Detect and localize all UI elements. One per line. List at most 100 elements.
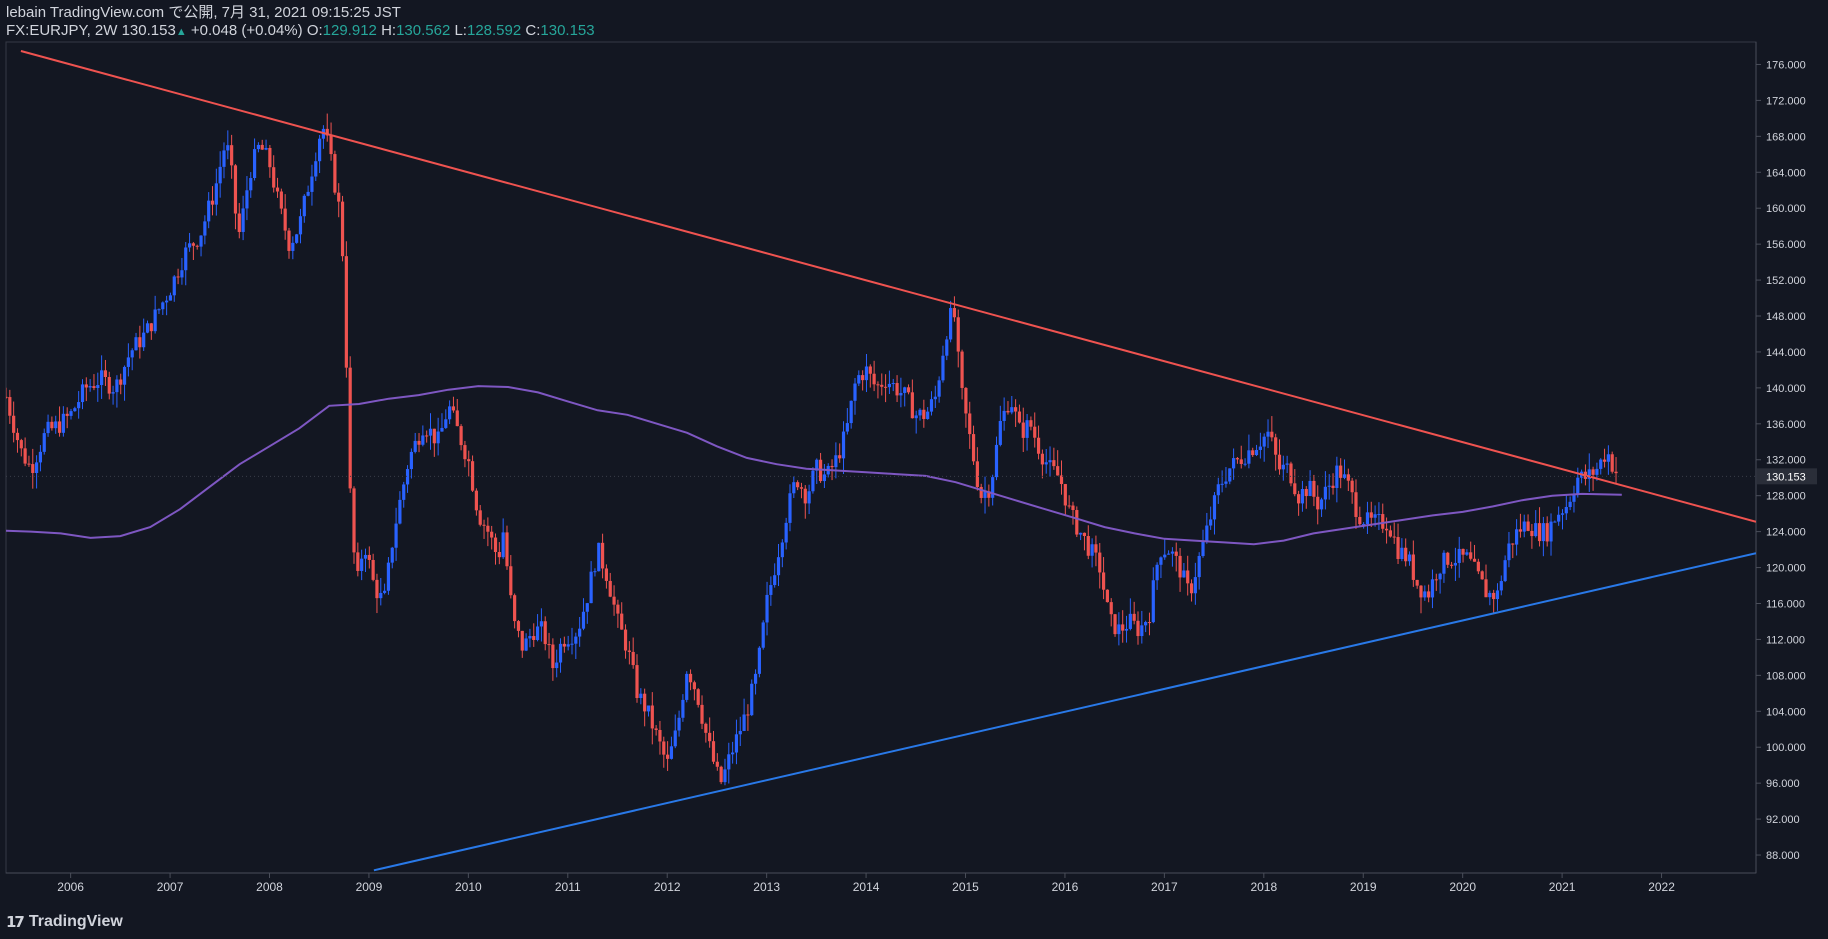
support-trendline[interactable] bbox=[373, 552, 1756, 872]
candle bbox=[191, 242, 195, 261]
candle-body bbox=[1182, 570, 1186, 578]
candle bbox=[1530, 523, 1534, 549]
symbol-interval[interactable]: FX:EURJPY, 2W bbox=[6, 22, 118, 39]
candle bbox=[1090, 538, 1094, 568]
y-tick-label: 92.000 bbox=[1766, 814, 1800, 826]
candle-body bbox=[1514, 529, 1519, 545]
y-tick-label: 112.000 bbox=[1766, 634, 1805, 646]
candle-body bbox=[1266, 431, 1270, 437]
candle-body bbox=[643, 693, 647, 712]
candle bbox=[1189, 579, 1194, 602]
candle bbox=[547, 632, 551, 659]
candle-body bbox=[555, 662, 559, 669]
candle bbox=[593, 568, 597, 577]
candle bbox=[1534, 510, 1538, 538]
candle bbox=[1350, 477, 1354, 504]
candle-body bbox=[1381, 514, 1385, 529]
candle-body bbox=[8, 397, 12, 416]
candle bbox=[738, 716, 742, 747]
candle-body bbox=[448, 406, 452, 420]
candle bbox=[272, 155, 276, 193]
candle-body bbox=[161, 302, 165, 310]
candle bbox=[1587, 453, 1591, 492]
candle-body bbox=[268, 147, 272, 168]
candle-body bbox=[1105, 589, 1109, 603]
candle bbox=[516, 620, 521, 638]
candle-body bbox=[1457, 548, 1461, 563]
candle bbox=[906, 384, 911, 395]
candle bbox=[46, 414, 50, 437]
candle-body bbox=[685, 673, 689, 700]
candle bbox=[1507, 531, 1511, 568]
candle bbox=[524, 633, 528, 652]
candle-body bbox=[46, 421, 50, 434]
candle bbox=[1262, 433, 1266, 462]
candle bbox=[1136, 611, 1140, 645]
candle bbox=[172, 275, 176, 302]
candle-body bbox=[646, 705, 651, 712]
candle bbox=[1572, 485, 1576, 513]
candle bbox=[1228, 468, 1232, 485]
candle-body bbox=[256, 144, 261, 150]
candle bbox=[1056, 450, 1060, 476]
candle bbox=[1101, 557, 1106, 600]
candle-body bbox=[218, 166, 222, 184]
candle bbox=[444, 409, 448, 429]
candle bbox=[23, 437, 27, 467]
candle bbox=[1266, 419, 1270, 449]
last-price-tag-label: 130.153 bbox=[1766, 471, 1806, 483]
candle-body bbox=[1576, 477, 1580, 494]
candle-body bbox=[402, 484, 406, 500]
candle-body bbox=[765, 594, 769, 623]
candle bbox=[1602, 448, 1607, 468]
candle-body bbox=[723, 769, 727, 783]
footer-brand[interactable]: 17 TradingView bbox=[6, 913, 123, 931]
candle-body bbox=[1285, 463, 1289, 465]
candle-body bbox=[692, 682, 696, 690]
candle-body bbox=[987, 491, 991, 498]
candle bbox=[761, 620, 765, 650]
candle bbox=[1346, 468, 1350, 491]
candle-body bbox=[581, 611, 586, 629]
candle bbox=[344, 241, 348, 378]
x-tick-label: 2014 bbox=[853, 880, 880, 894]
candle-body bbox=[608, 580, 612, 597]
candle-body bbox=[1557, 514, 1561, 522]
candle bbox=[841, 421, 846, 475]
candle-body bbox=[1002, 410, 1006, 421]
candle bbox=[1541, 516, 1545, 557]
candle-body bbox=[815, 459, 819, 471]
candle-body bbox=[1476, 561, 1480, 572]
candle bbox=[100, 355, 104, 399]
candle-body bbox=[425, 435, 429, 437]
candle-body bbox=[222, 150, 226, 167]
candle-body bbox=[1541, 523, 1545, 542]
candle-body bbox=[650, 705, 654, 729]
candle bbox=[1407, 551, 1412, 566]
candle-body bbox=[1469, 552, 1473, 559]
candle-body bbox=[505, 532, 509, 567]
candle bbox=[1178, 548, 1182, 592]
resistance-trendline[interactable] bbox=[20, 50, 1756, 523]
candle bbox=[325, 113, 329, 142]
candle bbox=[994, 436, 999, 481]
candle-body bbox=[1358, 516, 1362, 525]
candle bbox=[1430, 569, 1435, 609]
candle bbox=[746, 704, 750, 731]
candle bbox=[1014, 399, 1018, 427]
candle bbox=[1010, 395, 1014, 415]
candle bbox=[612, 585, 616, 616]
candle bbox=[1277, 439, 1282, 475]
candle bbox=[15, 428, 20, 453]
candle bbox=[983, 476, 987, 514]
candle-body bbox=[1518, 529, 1523, 532]
candle-body bbox=[1492, 592, 1496, 600]
candle-body bbox=[1258, 446, 1262, 450]
candle-body bbox=[1117, 624, 1121, 635]
candle bbox=[1316, 485, 1320, 525]
candle-body bbox=[532, 636, 536, 640]
candle bbox=[669, 736, 674, 760]
candle-body bbox=[1446, 552, 1450, 565]
candle-body bbox=[455, 410, 459, 427]
